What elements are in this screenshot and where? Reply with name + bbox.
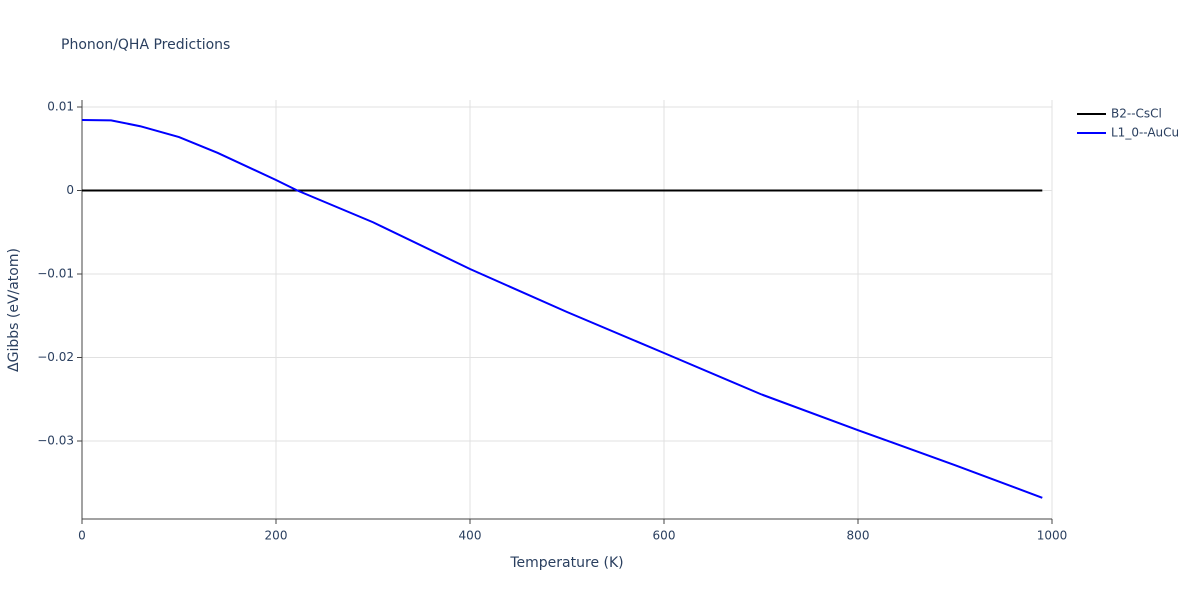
x-tick-label: 1000	[1037, 529, 1068, 543]
x-tick-label: 400	[459, 529, 482, 543]
x-tick-label: 800	[847, 529, 870, 543]
y-tick-label: 0.01	[47, 100, 74, 114]
x-axis-title: Temperature (K)	[509, 555, 623, 571]
y-axis-title: ΔGibbs (eV/atom)	[6, 248, 22, 372]
y-tick-label: −0.02	[37, 350, 74, 364]
y-tick-label: −0.03	[37, 434, 74, 448]
y-tick-label: −0.01	[37, 267, 74, 281]
series-line	[81, 119, 1043, 499]
y-tick-label: 0	[66, 183, 74, 197]
x-tick-label: 0	[78, 529, 86, 543]
chart-title: Phonon/QHA Predictions	[61, 37, 230, 53]
x-tick-label: 200	[265, 529, 288, 543]
x-tick-label: 600	[653, 529, 676, 543]
legend-label: L1_0--AuCu	[1111, 126, 1179, 140]
legend-label: B2--CsCl	[1111, 107, 1162, 121]
